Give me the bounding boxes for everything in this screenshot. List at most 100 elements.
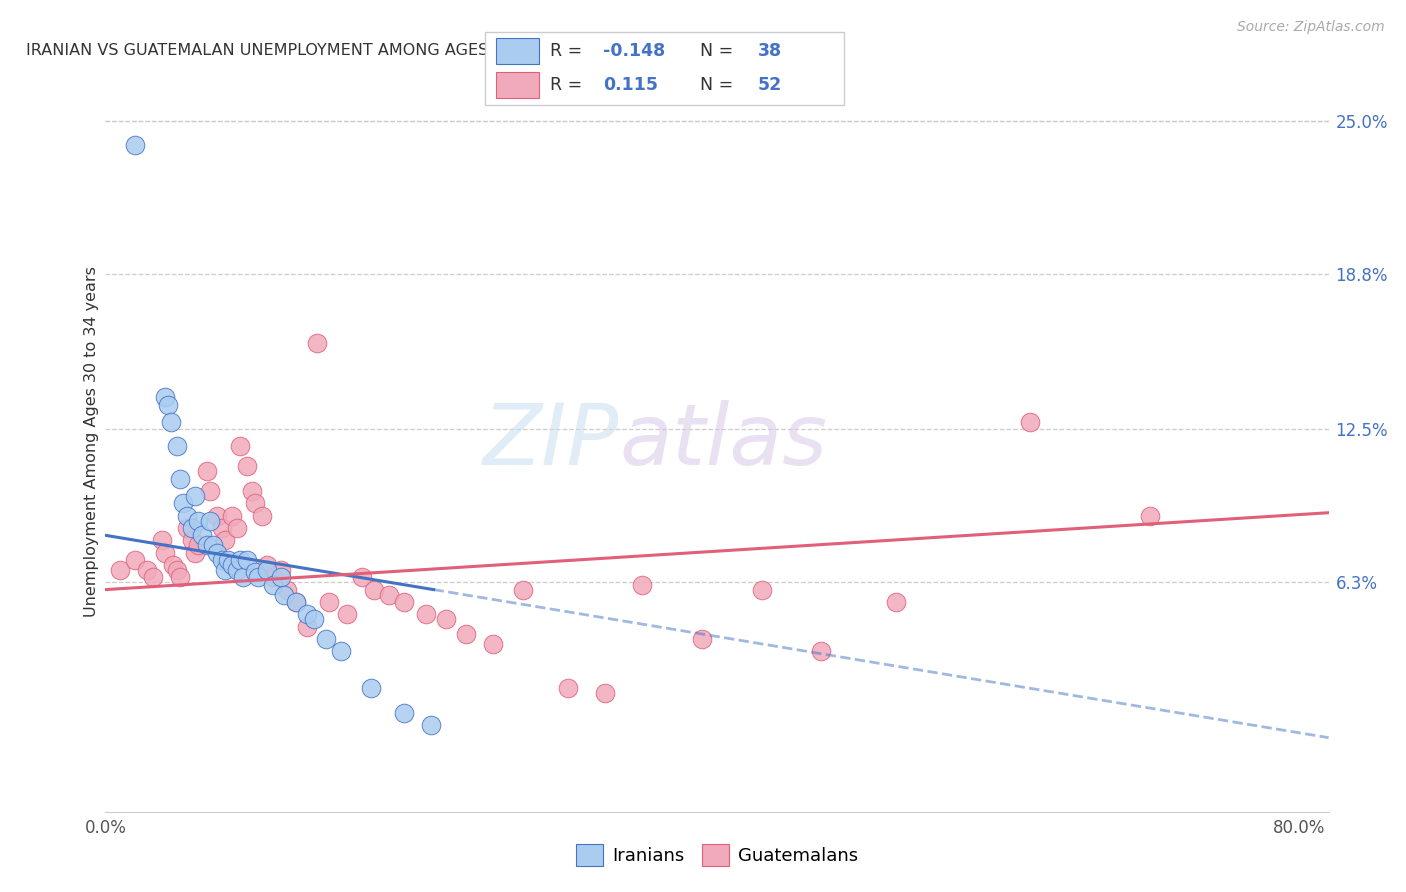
Point (250, 508, 273, 523)
Point (214, 533, 236, 548)
Point (363, 582, 385, 597)
Point (184, 546, 207, 560)
Bar (496, 71, 538, 98)
Point (884, 595, 907, 609)
Text: 0.115: 0.115 (603, 76, 658, 94)
Point (256, 558, 278, 572)
Point (810, 644, 832, 658)
Point (221, 508, 243, 523)
Point (214, 563, 236, 577)
Point (631, 577, 654, 591)
Point (172, 496, 194, 510)
Point (153, 390, 176, 404)
Point (378, 588, 401, 602)
Point (195, 538, 218, 552)
Point (690, 632, 713, 646)
Point (157, 398, 180, 412)
Point (295, 619, 318, 633)
Point (456, 627, 478, 641)
Point (246, 570, 269, 584)
Point (228, 440, 250, 454)
Point (285, 595, 308, 609)
Point (166, 563, 188, 577)
Point (270, 570, 292, 584)
Point (211, 553, 233, 567)
Point (593, 686, 616, 700)
Point (315, 632, 337, 646)
Point (307, 335, 329, 350)
Point (225, 563, 247, 577)
Point (176, 521, 198, 535)
Point (256, 563, 278, 577)
Point (221, 558, 243, 572)
Point (262, 577, 284, 591)
Point (285, 595, 308, 609)
Point (211, 521, 233, 535)
Point (225, 521, 247, 535)
Bar (496, 38, 538, 64)
Point (142, 570, 165, 584)
Point (198, 514, 221, 528)
Point (512, 582, 534, 597)
Point (124, 138, 146, 153)
Point (434, 612, 457, 626)
Point (236, 553, 259, 567)
Point (330, 644, 353, 658)
Point (195, 464, 218, 478)
Point (232, 570, 254, 584)
Point (482, 637, 505, 651)
Legend: Iranians, Guatemalans: Iranians, Guatemalans (568, 837, 866, 873)
Point (217, 553, 239, 567)
Point (169, 471, 191, 485)
Point (187, 538, 209, 552)
Point (176, 508, 198, 523)
Point (392, 706, 415, 720)
Point (360, 681, 382, 696)
Point (160, 415, 183, 429)
Point (169, 570, 191, 584)
Point (350, 570, 373, 584)
Point (110, 563, 132, 577)
Point (419, 718, 441, 732)
Point (270, 563, 292, 577)
Point (150, 533, 173, 548)
Text: R =: R = (550, 76, 593, 94)
Text: atlas: atlas (619, 400, 827, 483)
Point (243, 566, 266, 580)
Point (181, 533, 204, 548)
Point (557, 681, 579, 696)
Point (184, 489, 207, 503)
Y-axis label: Unemployment Among Ages 30 to 34 years: Unemployment Among Ages 30 to 34 years (83, 266, 98, 617)
Point (228, 553, 250, 567)
Text: IRANIAN VS GUATEMALAN UNEMPLOYMENT AMONG AGES 30 TO 34 YEARS CORRELATION CHART: IRANIAN VS GUATEMALAN UNEMPLOYMENT AMONG… (25, 43, 801, 58)
Point (236, 459, 259, 474)
Point (273, 588, 295, 602)
Point (207, 508, 229, 523)
Point (153, 546, 176, 560)
Point (304, 612, 326, 626)
Text: -0.148: -0.148 (603, 42, 665, 60)
Point (136, 563, 159, 577)
Point (207, 546, 229, 560)
Point (201, 538, 224, 552)
Point (1019, 415, 1042, 429)
Point (240, 483, 263, 498)
Point (262, 570, 284, 584)
Text: N =: N = (700, 42, 740, 60)
Point (415, 607, 437, 622)
Point (295, 607, 318, 622)
Point (181, 521, 204, 535)
Point (166, 440, 188, 454)
Text: ZIP: ZIP (482, 400, 619, 483)
Point (187, 514, 209, 528)
Point (124, 553, 146, 567)
Text: N =: N = (700, 76, 740, 94)
Text: 38: 38 (758, 42, 782, 60)
Point (1139, 508, 1161, 523)
Text: 52: 52 (758, 76, 782, 94)
Point (276, 582, 298, 597)
Text: R =: R = (550, 42, 588, 60)
Point (318, 595, 340, 609)
Point (336, 607, 359, 622)
Point (243, 496, 266, 510)
